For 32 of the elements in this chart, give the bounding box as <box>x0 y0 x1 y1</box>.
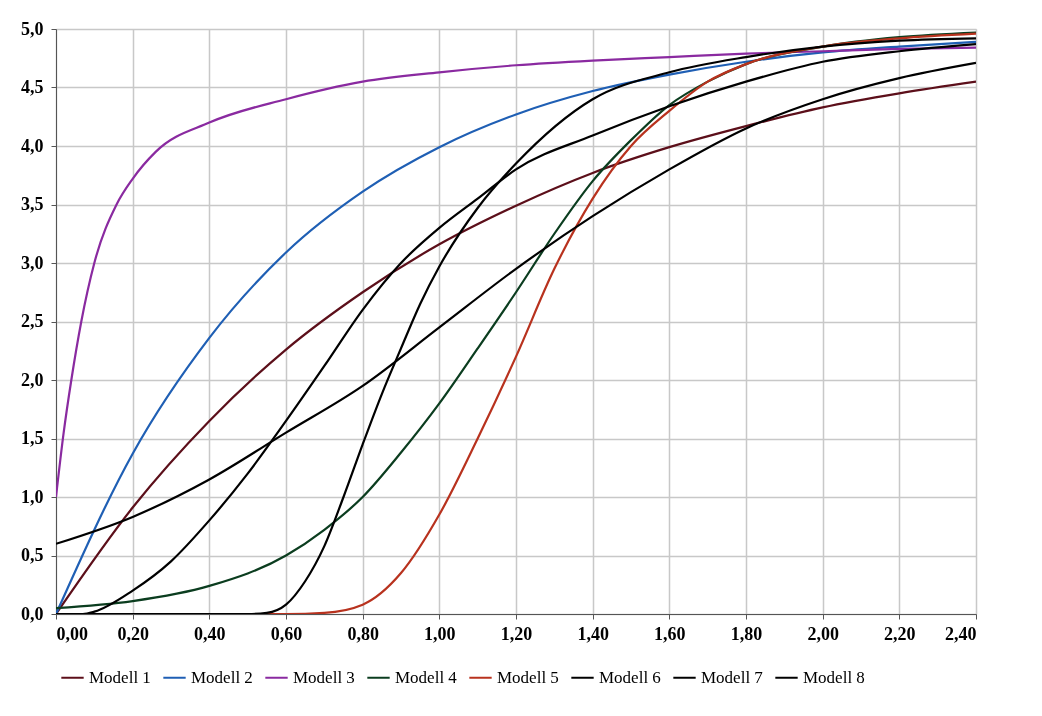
x-tick-label: 1,00 <box>424 623 456 644</box>
legend-label: Modell 5 <box>497 667 559 687</box>
y-tick-label: 0,5 <box>21 545 44 565</box>
y-tick-label: 3,0 <box>21 252 44 273</box>
x-tick-label: 0,00 <box>56 623 88 644</box>
y-tick-label: 2,0 <box>21 369 44 390</box>
y-tick-label: 4,5 <box>21 77 44 97</box>
x-tick-label: 2,20 <box>884 623 916 644</box>
y-tick-label: 0,0 <box>21 603 44 624</box>
y-tick-label: 1,5 <box>21 428 44 448</box>
legend-label: Modell 4 <box>395 667 458 687</box>
legend-label: Modell 7 <box>701 667 764 687</box>
x-tick-label: 0,40 <box>194 623 226 644</box>
y-tick-label: 4,0 <box>21 135 44 156</box>
legend-label: Modell 1 <box>89 667 151 687</box>
legend-label: Modell 6 <box>599 667 661 687</box>
x-tick-label: 1,60 <box>654 623 686 644</box>
legend-label: Modell 2 <box>191 667 253 687</box>
x-tick-label: 0,20 <box>117 623 149 644</box>
y-tick-label: 5,0 <box>21 18 44 39</box>
y-tick-label: 2,5 <box>21 311 44 331</box>
legend-label: Modell 3 <box>293 667 355 687</box>
x-tick-label: 0,80 <box>347 623 379 644</box>
x-tick-label: 2,40 <box>945 623 977 644</box>
x-tick-label: 1,40 <box>577 623 609 644</box>
y-tick-label: 1,0 <box>21 486 44 507</box>
y-tick-label: 3,5 <box>21 194 44 214</box>
x-tick-label: 1,20 <box>500 623 533 644</box>
x-tick-label: 2,00 <box>807 623 839 644</box>
x-tick-label: 1,80 <box>730 623 763 644</box>
legend-label: Modell 8 <box>803 667 865 687</box>
x-tick-label: 0,60 <box>270 623 303 644</box>
